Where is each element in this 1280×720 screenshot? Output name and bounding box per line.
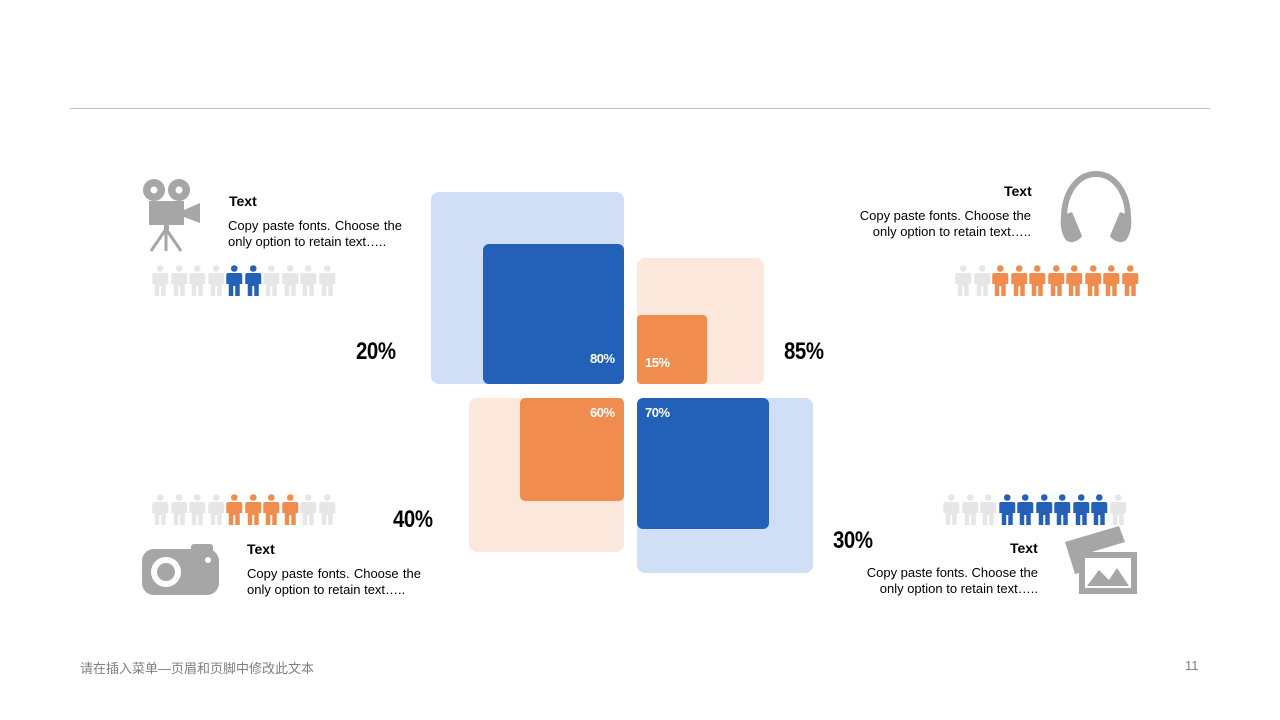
person-icon	[189, 494, 206, 525]
person-icon	[207, 265, 224, 296]
person-icon-highlighted	[1029, 265, 1046, 296]
box-bottom-left-fill	[520, 398, 624, 501]
person-icon	[955, 265, 972, 296]
person-icon-highlighted	[1091, 494, 1108, 525]
text-title-bottom-left: Text	[247, 541, 275, 557]
person-icon	[300, 494, 317, 525]
footer-text: 请在插入菜单—页眉和页脚中修改此文本	[80, 661, 315, 676]
people-row-top-left	[151, 265, 336, 297]
person-icon-highlighted	[1017, 494, 1034, 525]
person-icon	[1109, 494, 1126, 525]
box-bottom-left-label: 60%	[590, 405, 615, 420]
header-divider	[70, 108, 1210, 109]
box-top-left-fill	[483, 244, 624, 384]
person-icon-highlighted	[1066, 265, 1083, 296]
box-bottom-right-label: 70%	[645, 405, 670, 420]
person-icon	[263, 265, 280, 296]
text-title-top-left: Text	[229, 193, 257, 209]
person-icon-highlighted	[1054, 494, 1071, 525]
page-number: 11	[1185, 658, 1199, 673]
person-icon-highlighted	[1084, 265, 1101, 296]
headphones-icon	[1058, 170, 1134, 244]
person-icon-highlighted	[998, 494, 1015, 525]
box-top-right-fill	[637, 315, 707, 384]
person-icon-highlighted	[1072, 494, 1089, 525]
person-icon	[961, 494, 978, 525]
person-icon	[170, 494, 187, 525]
people-row-top-right	[954, 265, 1139, 297]
person-icon-highlighted	[226, 494, 243, 525]
person-icon-highlighted	[244, 265, 261, 296]
text-body-top-left: Copy paste fonts. Choose the only option…	[228, 218, 402, 249]
person-icon	[943, 494, 960, 525]
person-icon	[973, 265, 990, 296]
box-top-right-label: 15%	[645, 355, 670, 370]
person-icon	[170, 265, 187, 296]
person-icon-highlighted	[1103, 265, 1120, 296]
text-body-top-right: Copy paste fonts. Choose the only option…	[859, 208, 1031, 239]
person-icon	[980, 494, 997, 525]
video-camera-icon	[140, 177, 202, 252]
person-icon-highlighted	[281, 494, 298, 525]
person-icon	[189, 265, 206, 296]
person-icon	[318, 494, 335, 525]
people-row-bottom-right	[942, 494, 1127, 526]
person-icon-highlighted	[226, 265, 243, 296]
people-row-bottom-left	[151, 494, 336, 526]
person-icon	[152, 265, 169, 296]
percent-top-left: 20%	[356, 338, 396, 365]
camera-icon	[142, 544, 219, 595]
person-icon-highlighted	[1010, 265, 1027, 296]
person-icon	[281, 265, 298, 296]
text-body-bottom-right: Copy paste fonts. Choose the only option…	[866, 565, 1038, 596]
person-icon-highlighted	[244, 494, 261, 525]
person-icon	[207, 494, 224, 525]
person-icon-highlighted	[992, 265, 1009, 296]
person-icon	[152, 494, 169, 525]
person-icon-highlighted	[1035, 494, 1052, 525]
person-icon-highlighted	[1121, 265, 1138, 296]
text-title-top-right: Text	[1004, 183, 1032, 199]
picture-icon	[1063, 524, 1139, 596]
box-top-left-label: 80%	[590, 351, 615, 366]
person-icon	[318, 265, 335, 296]
text-title-bottom-right: Text	[1010, 540, 1038, 556]
percent-bottom-right: 30%	[833, 527, 873, 554]
person-icon-highlighted	[263, 494, 280, 525]
box-bottom-right-fill	[637, 398, 769, 529]
percent-top-right: 85%	[784, 338, 824, 365]
person-icon	[300, 265, 317, 296]
person-icon-highlighted	[1047, 265, 1064, 296]
text-body-bottom-left: Copy paste fonts. Choose the only option…	[247, 566, 421, 597]
percent-bottom-left: 40%	[393, 506, 433, 533]
